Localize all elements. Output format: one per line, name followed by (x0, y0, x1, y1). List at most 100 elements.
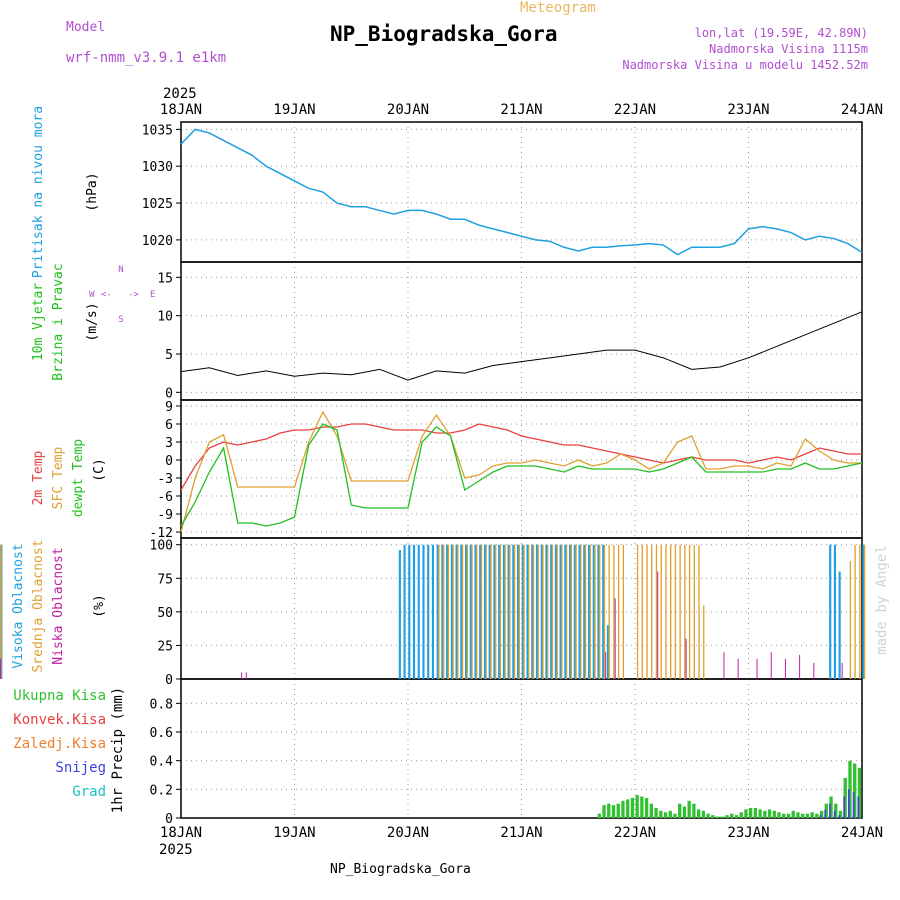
temp-label-2m: 2m Temp (31, 450, 46, 505)
y-tick-label-precip: 0 (165, 812, 173, 827)
y-tick-label-pressure: 1020 (142, 234, 173, 249)
y-tick-label-temperature: 6 (165, 418, 173, 433)
precip-bar-0 (626, 799, 630, 818)
precip-bar-0 (730, 813, 734, 818)
cloud-bar-1 (499, 544, 502, 679)
compass-arrow-right: -> (128, 290, 139, 300)
cloud-bar-1 (504, 544, 506, 679)
precip-bar-0 (801, 813, 805, 818)
precip-bar-0 (715, 816, 720, 818)
precip-bar-0 (682, 806, 687, 818)
y-tick-label-precip: 0.2 (150, 783, 173, 798)
cloud-bar-2 (614, 598, 616, 679)
precip-bar-1 (824, 809, 827, 818)
precip-bar-0 (791, 810, 795, 818)
precip-bar-1 (829, 803, 831, 818)
cloud-bar-1 (518, 544, 520, 679)
cloud-bar-0 (450, 544, 453, 679)
x-tick-label-bottom: 24JAN (841, 825, 883, 841)
pressure-line (180, 128, 863, 256)
y-tick-label-wind: 5 (165, 348, 173, 363)
cloud-bar-1 (636, 544, 639, 679)
precip-bar-0 (678, 803, 682, 818)
model-label: Model (66, 20, 106, 35)
precip-bar-0 (796, 812, 800, 818)
precip-bar-0 (749, 807, 753, 818)
precip-bar-1 (833, 810, 836, 818)
cloud-bar-0 (564, 544, 567, 679)
y-tick-label-cloud: 25 (157, 639, 173, 654)
cloud-bar-0 (488, 544, 491, 679)
cloud-bar-0 (460, 544, 463, 679)
precip-bar-0 (805, 813, 810, 818)
cloud-bar-1 (495, 544, 497, 679)
cloud-bar-0 (559, 544, 562, 679)
precip-bar-0 (767, 809, 772, 818)
precip-bar-1 (857, 796, 860, 818)
precip-bar-0 (630, 797, 635, 818)
panel-frame-precip (180, 678, 863, 819)
precip-bar-0 (744, 809, 748, 818)
precip-bar-0 (758, 809, 762, 818)
cloud-bar-1 (542, 544, 544, 679)
y-tick-label-temperature: -3 (157, 472, 173, 487)
cloud-bar-1 (561, 544, 563, 679)
cloud-bar-1 (594, 544, 596, 679)
x-tick-label-bottom: 20JAN (387, 825, 429, 841)
cloud-bar-1 (556, 544, 558, 679)
cloud-bar-1 (674, 544, 677, 679)
cloud-bar-0 (417, 544, 420, 679)
cloud-bar-0 (862, 544, 865, 679)
cloud-bar-1 (509, 544, 511, 679)
y-tick-label-temperature: -6 (157, 490, 173, 505)
y-tick-label-temperature: 9 (165, 400, 173, 415)
cloud-bar-0 (550, 544, 553, 679)
precip-legend-item: Grad (72, 784, 106, 800)
precip-bar-0 (696, 809, 701, 818)
precip-legend-item: Snijeg (55, 760, 106, 776)
cloud-bar-0 (531, 544, 534, 679)
cloud-bar-1 (622, 544, 625, 679)
cloud-bar-0 (408, 544, 411, 679)
wind-speed-line (180, 311, 863, 381)
cloud-bar-0 (474, 544, 477, 679)
cloud-bar-0 (507, 544, 510, 679)
footer-station: NP_Biogradska_Gora (330, 862, 471, 877)
y-tick-label-precip: 0.6 (150, 726, 173, 741)
cloud-label-high: Visoka Oblacnost (11, 543, 26, 668)
cloud-bar-1 (471, 544, 473, 679)
pressure-axis-label: Pritisak na nivou mora (31, 106, 46, 278)
cloud-bar-1 (565, 544, 568, 679)
cloud-bar-2 (245, 672, 247, 679)
precip-bar-0 (725, 815, 729, 818)
cloud-bar-0 (521, 544, 524, 679)
precip-bar-0 (782, 813, 786, 818)
precip-bar-1 (843, 796, 845, 818)
cloud-label-mid: Srednja Oblacnost (31, 539, 46, 672)
cloud-bar-0 (592, 544, 595, 679)
precip-bar-0 (838, 810, 843, 818)
y-tick-label-temperature: -9 (157, 508, 173, 523)
compass-w: W (89, 290, 95, 300)
cloud-bar-2 (784, 658, 786, 679)
cloud-bar-1 (442, 544, 445, 679)
cloud-bar-0 (833, 544, 836, 679)
cloud-bar-0 (427, 544, 430, 679)
precip-bar-0 (659, 810, 663, 818)
precip-bar-0 (607, 803, 611, 818)
cloud-bar-0 (569, 544, 572, 679)
cloud-bar-0 (573, 544, 576, 679)
cloud-bar-1 (693, 544, 695, 679)
cloud-bar-1 (0, 544, 2, 679)
precip-legend-item: Zaledj.Kisa (13, 736, 106, 752)
cloud-bar-1 (547, 544, 549, 679)
y-tick-label-cloud: 0 (165, 673, 173, 688)
precip-bar-0 (668, 810, 672, 818)
y-tick-label-temperature: 3 (165, 436, 173, 451)
precip-bar-0 (843, 777, 847, 818)
cloud-bar-1 (532, 544, 535, 679)
precip-bar-0 (777, 812, 781, 818)
cloud-bar-0 (838, 571, 841, 679)
cloud-bar-1 (698, 544, 700, 679)
precip-bar-1 (848, 789, 850, 818)
